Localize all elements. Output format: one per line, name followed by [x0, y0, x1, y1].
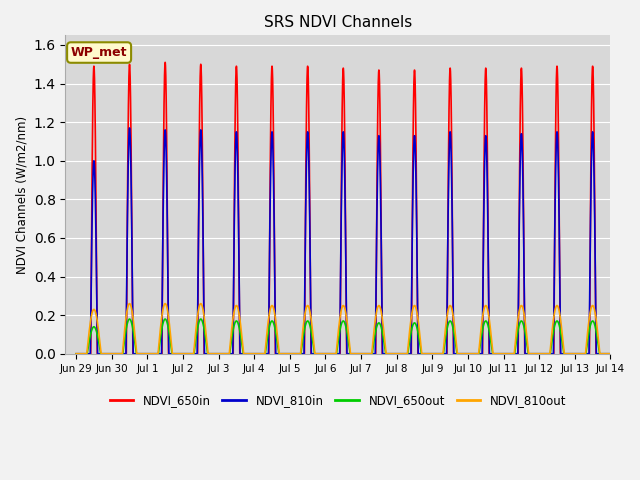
NDVI_810out — [607, 351, 614, 357]
NDVI_810in — [552, 192, 559, 197]
NDVI_810out — [413, 311, 421, 316]
NDVI_810in — [413, 261, 421, 267]
NDVI_810out — [536, 351, 544, 357]
Line: NDVI_650out: NDVI_650out — [76, 319, 611, 354]
Line: NDVI_810in: NDVI_810in — [76, 128, 611, 354]
NDVI_650in — [161, 60, 169, 65]
NDVI_650out — [599, 351, 607, 357]
Line: NDVI_810out: NDVI_810out — [76, 304, 611, 354]
Legend: NDVI_650in, NDVI_810in, NDVI_650out, NDVI_810out: NDVI_650in, NDVI_810in, NDVI_650out, NDV… — [105, 389, 571, 411]
NDVI_650out — [607, 351, 614, 357]
NDVI_650in — [607, 351, 614, 357]
NDVI_650out — [536, 351, 544, 357]
NDVI_650out — [125, 316, 133, 322]
NDVI_650out — [312, 351, 320, 357]
NDVI_810in — [536, 351, 544, 357]
NDVI_650out — [605, 351, 613, 357]
NDVI_650in — [599, 351, 607, 357]
NDVI_650in — [552, 162, 559, 168]
NDVI_810in — [605, 351, 613, 357]
NDVI_810out — [599, 351, 607, 357]
NDVI_810in — [312, 351, 320, 357]
NDVI_650in — [72, 351, 80, 357]
Title: SRS NDVI Channels: SRS NDVI Channels — [264, 15, 412, 30]
NDVI_810in — [72, 351, 80, 357]
NDVI_650out — [552, 321, 559, 326]
NDVI_810in — [599, 351, 607, 357]
NDVI_650in — [312, 351, 320, 357]
Y-axis label: NDVI Channels (W/m2/nm): NDVI Channels (W/m2/nm) — [15, 116, 28, 274]
NDVI_810out — [605, 351, 613, 357]
NDVI_810in — [125, 125, 133, 131]
NDVI_810out — [312, 351, 320, 357]
NDVI_810out — [125, 301, 133, 307]
NDVI_650in — [536, 351, 544, 357]
NDVI_650out — [413, 325, 421, 331]
NDVI_810in — [607, 351, 614, 357]
Line: NDVI_650in: NDVI_650in — [76, 62, 611, 354]
NDVI_650in — [605, 351, 613, 357]
NDVI_650out — [72, 351, 80, 357]
NDVI_650in — [413, 268, 421, 274]
Text: WP_met: WP_met — [71, 46, 127, 59]
NDVI_810out — [72, 351, 80, 357]
NDVI_810out — [552, 306, 559, 312]
